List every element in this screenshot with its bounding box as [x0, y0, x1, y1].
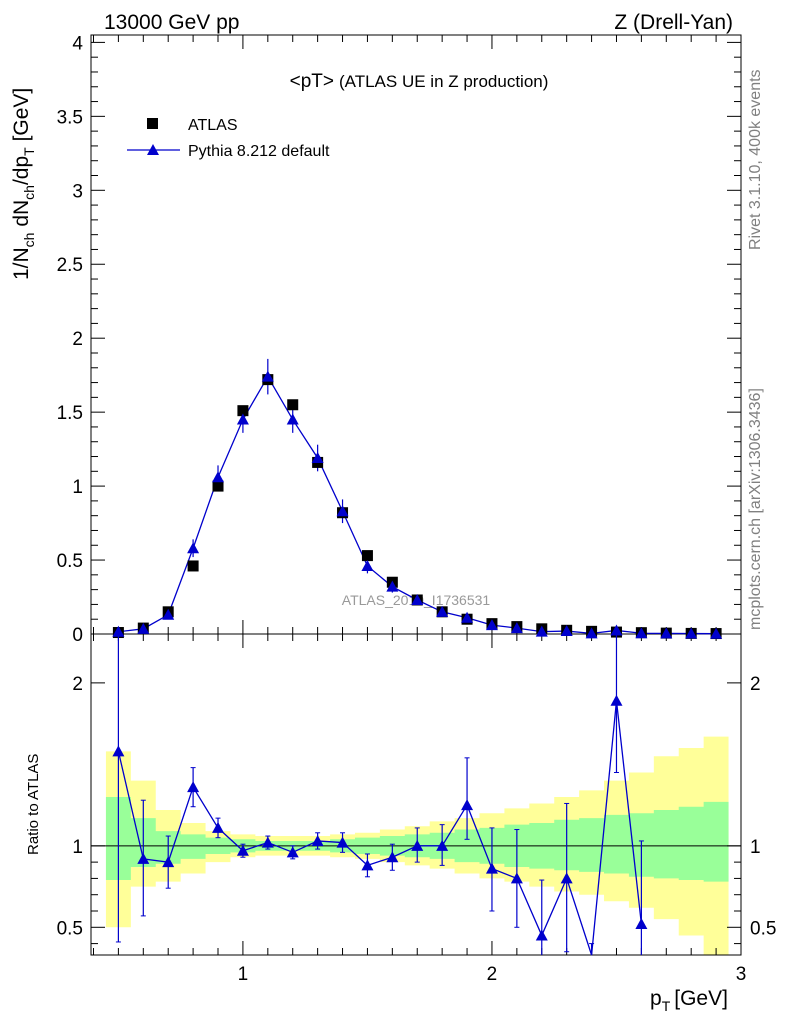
y-tick-label-ratio-right: 1: [750, 837, 761, 858]
ratio-point: [461, 799, 474, 811]
pythia-point: [510, 622, 523, 634]
pythia-point: [585, 627, 598, 639]
pythia-point: [560, 625, 573, 637]
chart-title: <pT>: [290, 71, 334, 92]
x-tick-label: 1: [238, 964, 249, 985]
ratio-plot-frame: [90, 633, 742, 956]
pythia-point: [635, 627, 648, 639]
y-tick-label-ratio-right: 2: [750, 674, 761, 695]
ratio-line: [117, 700, 643, 956]
side-text-lower: mcplots.cern.ch [arXiv:1306.3436]: [747, 388, 764, 630]
y-tick-label-main: 4: [72, 33, 83, 54]
atlas-point: [361, 550, 373, 562]
pythia-point: [137, 622, 150, 634]
pythia-point: [236, 413, 249, 425]
atlas-point: [187, 560, 199, 572]
pythia-point: [386, 580, 399, 592]
atlas-point: [212, 480, 224, 492]
y-tick-label-ratio: 0.5: [57, 918, 83, 939]
y-tick-label-main: 1: [72, 477, 83, 498]
pythia-point: [361, 559, 374, 571]
y-tick-label-ratio: 2: [72, 674, 83, 695]
ratio-point: [485, 862, 498, 874]
pythia-point: [535, 625, 548, 637]
axis-ticks: 1 2 3 0 0.5 1 1.5 2 2.5 3 3.5 4 0.5 0.5 1 1 2 2: [57, 33, 777, 985]
pythia-point: [660, 627, 673, 639]
y-tick-label-main: 3.5: [57, 107, 83, 128]
ratio-point: [286, 846, 299, 858]
atlas-point: [287, 399, 299, 411]
x-axis-label: pT [GeV]: [650, 987, 728, 1014]
pythia-point: [261, 370, 274, 382]
atlas-point: [237, 405, 249, 417]
pythia-point: [212, 471, 225, 483]
chart-subtitle: (ATLAS UE in Z production): [339, 72, 548, 91]
ratio-point: [610, 694, 623, 706]
ratio-point: [411, 839, 424, 851]
ratio-point: [311, 834, 324, 846]
pythia-point: [461, 611, 474, 623]
ratio-point: [162, 856, 175, 868]
y-tick-label-main: 3: [72, 181, 83, 202]
chart-title-group: <pT> (ATLAS UE in Z production): [290, 71, 549, 92]
y-tick-label-main: 0: [72, 625, 83, 646]
pythia-point: [485, 619, 498, 631]
ratio-point: [212, 821, 225, 833]
y-axis-label: 1/Nch dNch/dpT [GeV]: [10, 88, 37, 280]
y-tick-label-ratio: 1: [72, 837, 83, 858]
y-tick-label-main: 1.5: [57, 403, 83, 424]
y-tick-label-ratio-right: 0.5: [750, 918, 776, 939]
ratio-y-axis-label: Ratio to ATLAS: [25, 754, 42, 855]
ratio-point: [187, 781, 200, 793]
pythia-point: [311, 451, 324, 463]
pythia-point: [162, 608, 175, 620]
header-right: Z (Drell-Yan): [614, 11, 733, 34]
ratio-point: [436, 839, 449, 851]
legend: ATLAS Pythia 8.212 default: [127, 117, 330, 160]
ratio-point: [510, 872, 523, 884]
x-tick-label: 2: [487, 964, 498, 985]
pythia-point: [286, 413, 299, 425]
pythia-point: [411, 593, 424, 605]
ratio-point: [112, 745, 125, 757]
side-text-upper: Rivet 3.1.10, 400k events: [747, 69, 764, 250]
y-tick-label-main: 0.5: [57, 551, 83, 572]
pythia-point: [187, 542, 200, 554]
legend-atlas-marker: [147, 118, 158, 129]
pythia-point: [610, 624, 623, 636]
ratio-point: [386, 851, 399, 863]
pythia-point: [436, 605, 449, 617]
ratio-point: [535, 929, 548, 941]
pythia-point: [710, 627, 723, 639]
ratio-point: [635, 918, 648, 930]
ratio-point: [361, 859, 374, 871]
header-left: 13000 GeV pp: [104, 11, 239, 34]
legend-pythia-label: Pythia 8.212 default: [188, 143, 330, 160]
ratio-point: [560, 872, 573, 884]
pythia-point: [685, 627, 698, 639]
pythia-point: [112, 625, 125, 637]
y-tick-label-main: 2: [72, 329, 83, 350]
y-tick-label-main: 2.5: [57, 255, 83, 276]
pythia-point: [336, 505, 349, 517]
ratio-point: [336, 836, 349, 848]
ratio-point: [137, 852, 150, 864]
ratio-point: [236, 844, 249, 856]
legend-atlas-label: ATLAS: [188, 117, 238, 134]
data-marks: [112, 358, 723, 956]
ratio-point: [261, 836, 274, 848]
legend-pythia-marker: [147, 144, 159, 155]
x-tick-label: 3: [736, 964, 747, 985]
